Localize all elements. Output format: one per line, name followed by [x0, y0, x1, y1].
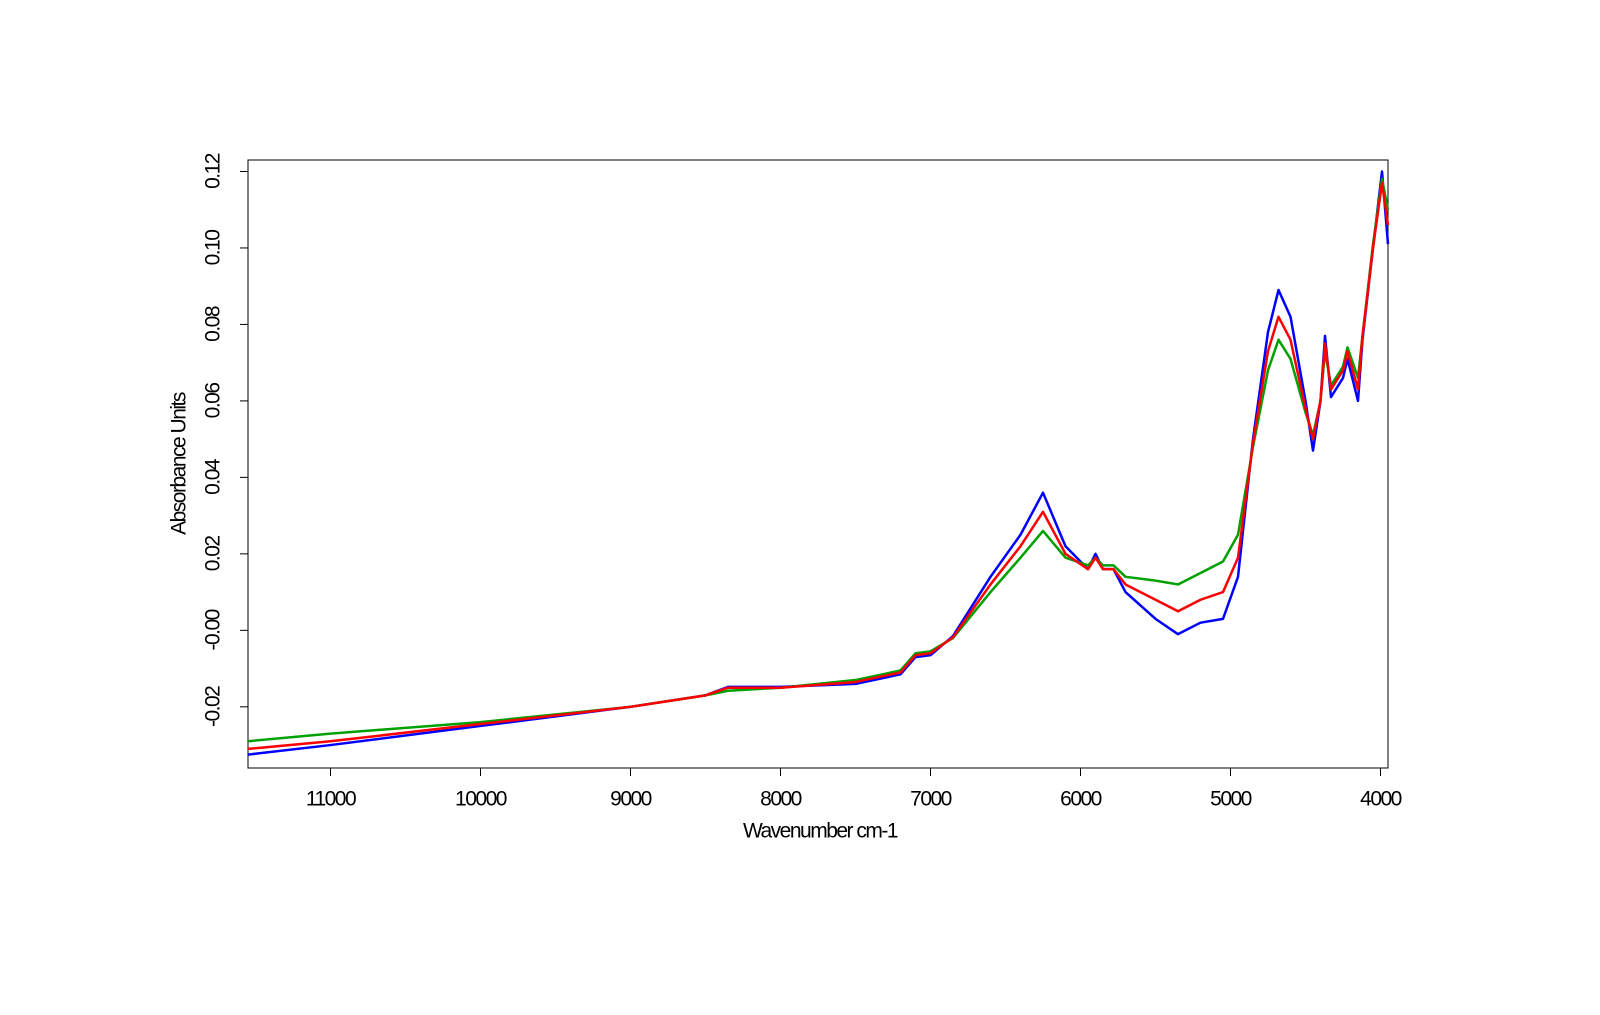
y-tick-label: -0.00 [202, 609, 225, 650]
y-tick-label: 0.04 [202, 458, 225, 495]
y-tick-label: 0.08 [202, 306, 225, 342]
y-tick-label: 0.12 [202, 153, 225, 189]
y-tick-label: -0.02 [202, 686, 225, 727]
x-tick-label: 5000 [1210, 788, 1252, 811]
x-tick-label: 7000 [910, 788, 952, 811]
x-tick-label: 4000 [1360, 788, 1402, 811]
spectrum-line [247, 170, 1390, 756]
spectrum-line [247, 177, 1390, 743]
y-axis-title: Absorbance Units [168, 392, 191, 535]
x-tick-label: 10000 [455, 788, 507, 811]
y-tick-label: 0.02 [202, 536, 225, 572]
x-tick-label: 8000 [760, 788, 802, 811]
spectrum-line [247, 181, 1390, 751]
x-tick-label: 9000 [610, 788, 652, 811]
y-tick-label: 0.10 [202, 230, 225, 266]
x-tick-label: 11000 [306, 788, 356, 811]
x-axis-title: Wavenumber cm-1 [743, 820, 898, 843]
plot-frame [247, 159, 1389, 769]
y-tick-label: 0.06 [202, 383, 225, 419]
x-tick-label: 6000 [1060, 788, 1102, 811]
